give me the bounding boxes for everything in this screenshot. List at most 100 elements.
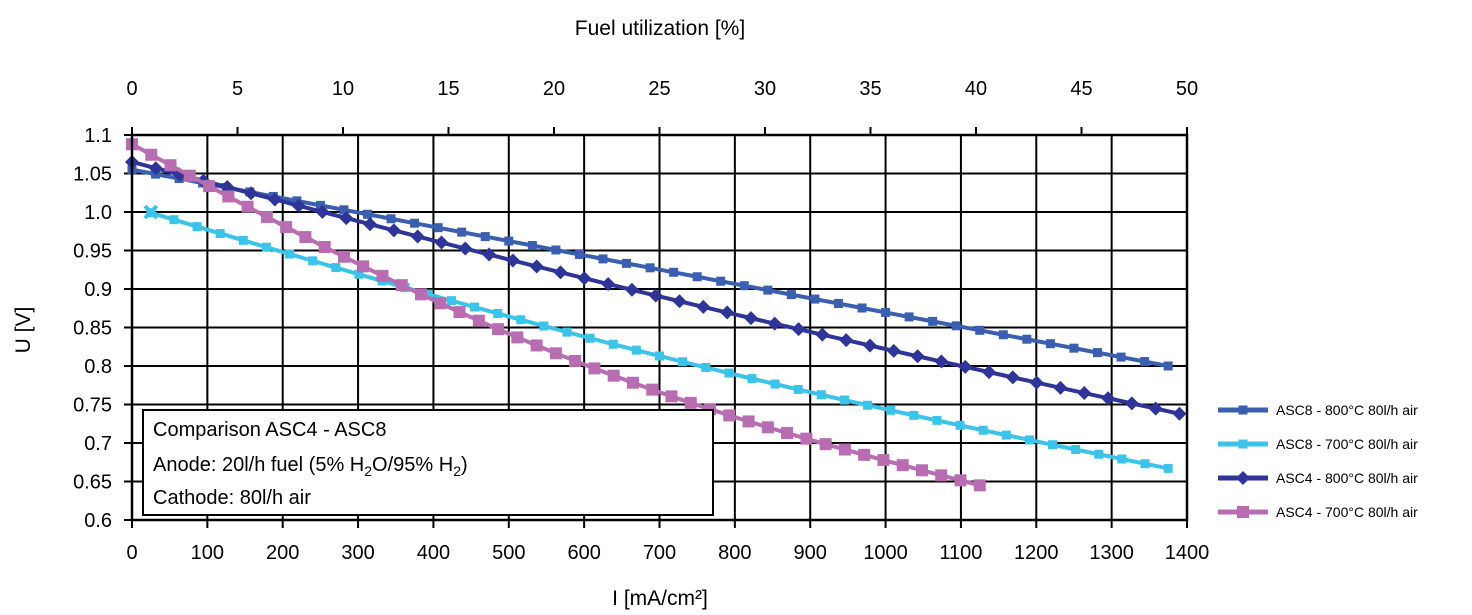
data-point: [434, 297, 447, 310]
data-point: [954, 474, 967, 487]
tick-labels: 0 100 200 300 400 500 600 700 800 900 1000 1100 1200…: [73, 78, 1209, 564]
data-point: [934, 354, 949, 369]
data-point: [678, 357, 688, 367]
y-tick-label: 1.1: [84, 125, 112, 147]
data-point: [395, 279, 408, 292]
x2-tick-label: 45: [1070, 78, 1092, 100]
y-tick-label: 1.0: [84, 202, 112, 224]
data-point: [318, 240, 331, 253]
data-point: [457, 227, 467, 237]
data-point: [244, 186, 259, 201]
data-point: [577, 271, 592, 286]
data-point: [839, 333, 854, 348]
y-axis-title: U [V]: [12, 307, 35, 354]
data-point: [267, 192, 282, 207]
data-point: [1077, 386, 1092, 401]
data-point: [386, 223, 401, 238]
x-tick-label: 600: [567, 542, 600, 564]
data-point: [410, 218, 420, 228]
y-tick-label: 0.85: [73, 318, 112, 340]
data-point: [527, 241, 537, 251]
data-point: [238, 235, 248, 245]
data-point: [1101, 391, 1116, 406]
annotation-line1: Comparison ASC4 - ASC8: [153, 419, 386, 441]
x2-tick-label: 40: [965, 78, 987, 100]
data-point: [588, 362, 601, 375]
data-point: [720, 305, 735, 320]
data-point: [331, 263, 341, 273]
data-point: [354, 269, 364, 279]
data-point: [973, 479, 986, 492]
data-point: [376, 269, 389, 282]
data-point: [1172, 406, 1187, 421]
data-point: [492, 323, 505, 336]
x2-tick-label: 10: [332, 78, 354, 100]
data-point: [1069, 343, 1079, 353]
data-point: [645, 263, 655, 273]
x-tick-label: 900: [794, 542, 827, 564]
data-point: [684, 396, 697, 409]
data-point: [833, 299, 843, 309]
data-point: [222, 190, 235, 203]
data-point: [423, 289, 433, 299]
x-tick-label: 1100: [939, 542, 982, 564]
data-point: [626, 376, 639, 389]
data-point: [724, 368, 734, 378]
x-tick-label: 1000: [863, 542, 908, 564]
legend-label: ASC8 - 800°C 80l/h air: [1276, 402, 1418, 418]
data-point: [1045, 339, 1055, 349]
legend: ASC8 - 800°C 80l/h air ASC8 - 700°C 80l/h…: [1218, 402, 1418, 520]
data-point: [862, 338, 877, 353]
data-point: [315, 204, 330, 219]
series-layer: [125, 138, 1187, 492]
y-tick-label: 0.9: [84, 279, 112, 301]
data-point: [723, 409, 736, 422]
data-point: [857, 303, 867, 313]
data-point: [446, 296, 456, 306]
data-point: [585, 333, 595, 343]
data-point: [1053, 380, 1068, 395]
x-tick-label: 700: [643, 542, 676, 564]
data-point: [793, 384, 803, 394]
data-point: [1094, 449, 1104, 459]
data-point: [665, 390, 678, 403]
data-point: [357, 260, 370, 273]
legend-label: ASC8 - 700°C 80l/h air: [1276, 436, 1418, 452]
data-point: [1071, 445, 1081, 455]
data-point: [767, 316, 782, 331]
x2-tick-label: 15: [437, 78, 459, 100]
data-point: [260, 210, 273, 223]
data-point: [786, 290, 796, 300]
y-tick-label: 0.7: [84, 433, 112, 455]
legend-label: ASC4 - 800°C 80l/h air: [1276, 470, 1418, 486]
data-point: [529, 259, 544, 274]
data-point: [655, 351, 664, 361]
y-tick-label: 0.95: [73, 241, 112, 263]
data-point: [1022, 334, 1032, 344]
x-tick-label: 1300: [1089, 542, 1134, 564]
data-point: [1140, 357, 1150, 367]
plot-frame: [130, 133, 1189, 522]
data-point: [433, 223, 443, 233]
data-point: [315, 200, 325, 210]
x2-tick-label: 30: [754, 78, 776, 100]
data-point: [143, 204, 159, 220]
data-point: [363, 217, 378, 232]
data-point: [886, 405, 896, 415]
x-tick-label: 0: [126, 542, 137, 564]
data-point: [791, 322, 806, 337]
x2-tick-label: 35: [859, 78, 881, 100]
data-point: [904, 312, 914, 322]
annotation-line2: Anode: 20l/h fuel (5% H2O/95% H2): [153, 454, 468, 479]
data-point: [763, 285, 773, 295]
annotation-box: Comparison ASC4 - ASC8 Anode: 20l/h fuel…: [142, 409, 714, 516]
data-point: [299, 231, 312, 244]
data-point: [896, 459, 909, 472]
data-point: [505, 253, 520, 268]
x2-axis-title: Fuel utilization [%]: [575, 17, 745, 40]
data-point: [337, 250, 350, 263]
x-axis-title: I [mA/cm²]: [612, 587, 708, 610]
data-point: [998, 330, 1008, 340]
data-point: [716, 276, 726, 286]
